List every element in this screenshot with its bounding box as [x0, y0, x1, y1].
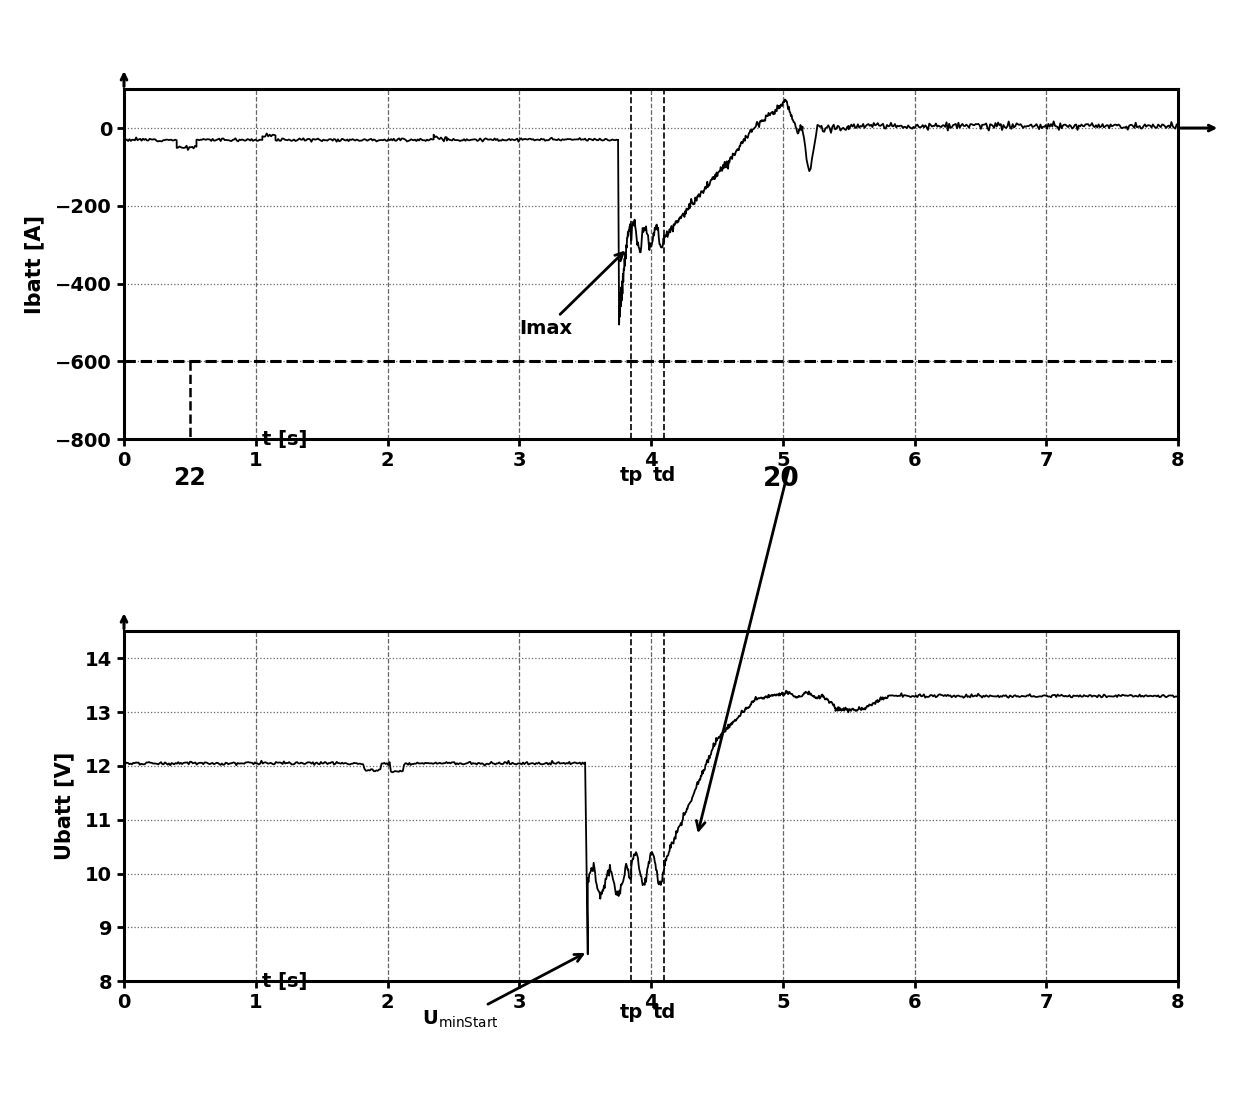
- Text: tp: tp: [620, 466, 642, 485]
- Text: 20: 20: [763, 466, 800, 492]
- Text: tp: tp: [620, 1002, 642, 1021]
- Text: U$_{\mathrm{minStart}}$: U$_{\mathrm{minStart}}$: [422, 954, 583, 1029]
- Text: td: td: [652, 1002, 676, 1021]
- Text: t [s]: t [s]: [263, 971, 308, 991]
- Text: 22: 22: [174, 466, 206, 491]
- Text: Imax: Imax: [520, 253, 622, 338]
- Text: t [s]: t [s]: [263, 429, 308, 448]
- Text: td: td: [652, 466, 676, 485]
- Y-axis label: Ubatt [V]: Ubatt [V]: [53, 753, 74, 861]
- Y-axis label: Ibatt [A]: Ibatt [A]: [25, 214, 45, 313]
